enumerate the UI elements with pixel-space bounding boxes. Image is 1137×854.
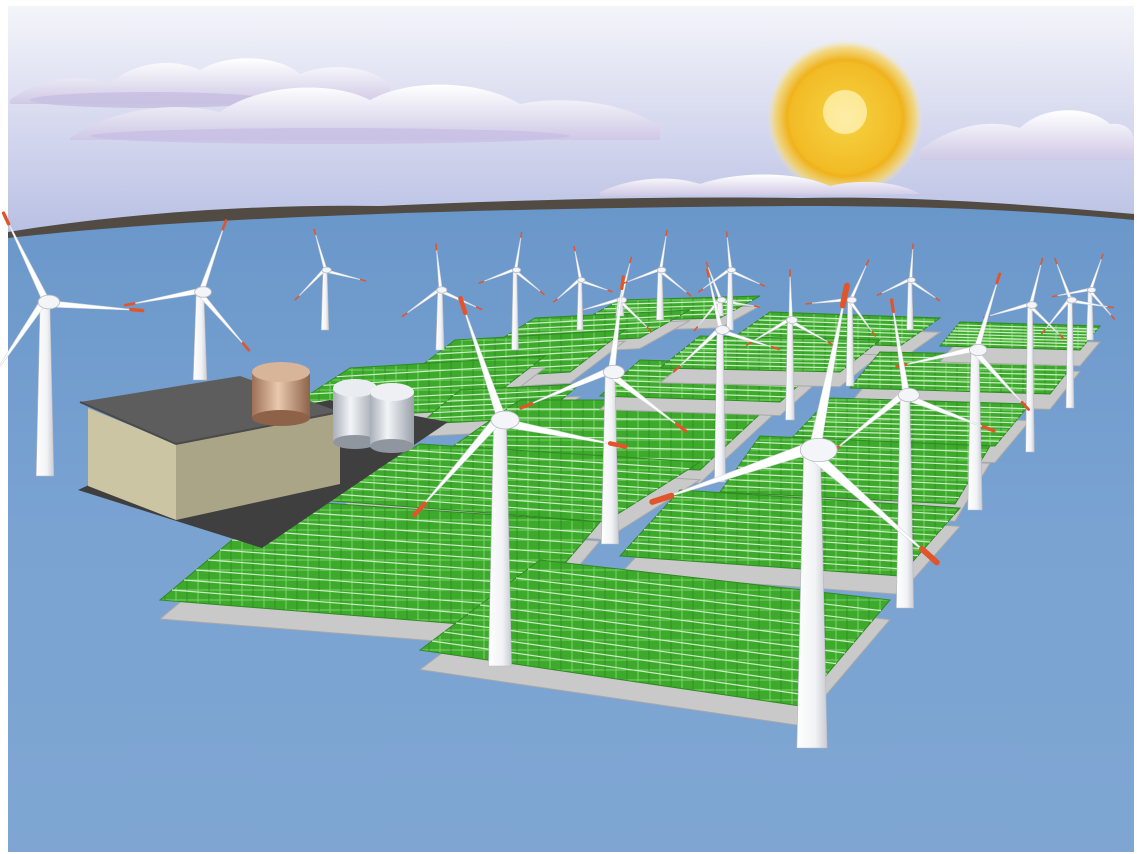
wind-turbine-icon xyxy=(895,272,1030,511)
wind-turbine-icon xyxy=(672,268,781,483)
storage-tank-icon xyxy=(370,383,414,453)
wind-turbine-icon xyxy=(621,229,692,321)
storage-tank-icon xyxy=(333,379,377,449)
cloud-icon xyxy=(600,174,920,196)
wind-turbine-icon xyxy=(649,282,940,749)
wind-turbine-icon xyxy=(0,211,145,477)
wind-turbine-icon xyxy=(294,228,367,331)
wind-turbine-icon xyxy=(123,219,251,381)
cloud-icon xyxy=(70,84,660,144)
wind-turbine-icon xyxy=(698,231,766,331)
wind-turbines xyxy=(0,211,1116,749)
floating-solar-array-icon xyxy=(938,321,1102,367)
wind-turbine-icon xyxy=(982,257,1065,453)
floating-solar-array-icon xyxy=(418,559,891,727)
wind-turbine-icon xyxy=(519,275,688,545)
wind-turbine-icon xyxy=(553,245,613,331)
wind-turbine-icon xyxy=(401,243,483,351)
sun-icon xyxy=(767,40,923,196)
wind-turbine-icon xyxy=(478,231,545,351)
floating-solar-array-icon xyxy=(658,335,882,388)
wind-turbine-icon xyxy=(827,298,996,609)
cloud-icon xyxy=(920,110,1134,160)
wind-turbine-icon xyxy=(1040,257,1115,409)
wind-turbine-icon xyxy=(876,243,941,331)
wind-turbine-icon xyxy=(745,269,835,421)
storage-tank-icon xyxy=(252,362,310,426)
wind-turbine-icon xyxy=(805,259,877,387)
wind-turbine-icon xyxy=(412,296,628,667)
wind-turbine-icon xyxy=(1051,253,1116,341)
